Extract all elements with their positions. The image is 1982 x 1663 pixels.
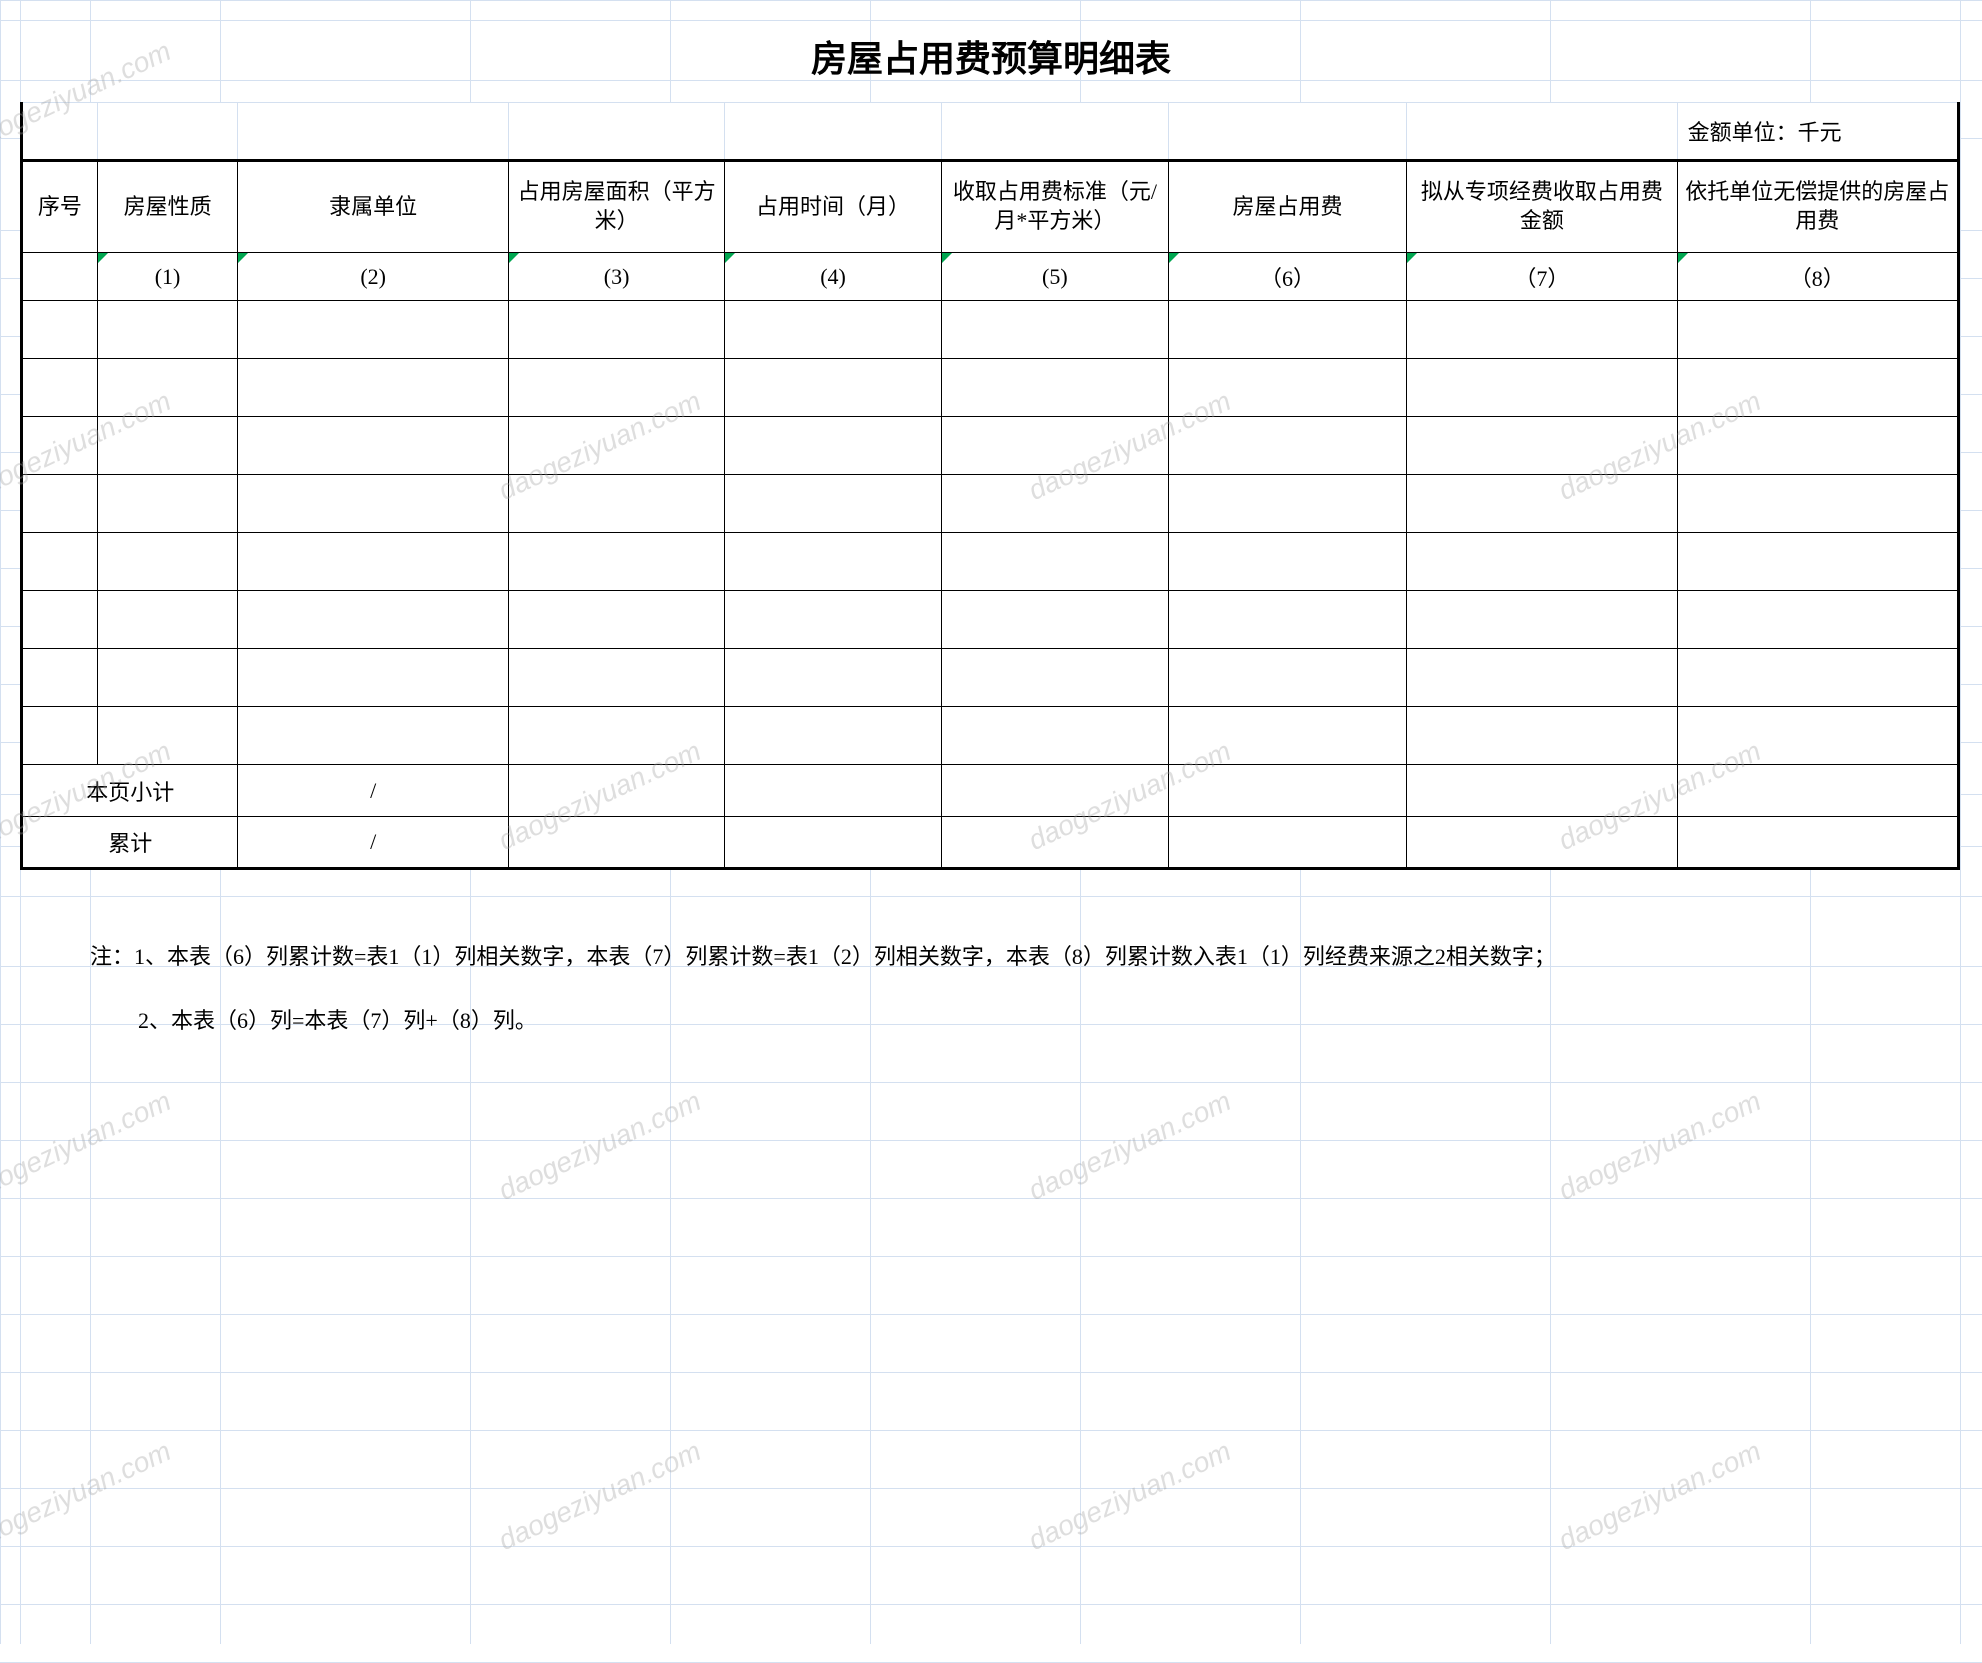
header-special-fund-fee: 拟从专项经费收取占用费金额	[1407, 161, 1678, 253]
colnum-3: (3)	[508, 253, 724, 301]
green-marker-icon	[725, 253, 735, 263]
header-occupancy-fee: 房屋占用费	[1169, 161, 1407, 253]
colnum-7: （7）	[1407, 253, 1678, 301]
green-marker-icon	[1678, 253, 1688, 263]
table-row	[22, 359, 1959, 417]
table-row	[22, 533, 1959, 591]
total-label: 累计	[22, 817, 238, 869]
page-title: 房屋占用费预算明细表	[20, 20, 1962, 102]
header-free-provided-fee: 依托单位无偿提供的房屋占用费	[1677, 161, 1958, 253]
table-row	[22, 417, 1959, 475]
column-number-row: (1) (2) (3) (4) (5) （6） （7） （8）	[22, 253, 1959, 301]
note-line-2: 2、本表（6）列=本表（7）列+（8）列。	[20, 990, 1962, 1048]
colnum-1: (1)	[97, 253, 238, 301]
green-marker-icon	[942, 253, 952, 263]
header-fee-standard: 收取占用费标准（元/月*平方米）	[941, 161, 1168, 253]
green-marker-icon	[238, 253, 248, 263]
header-duration: 占用时间（月）	[725, 161, 941, 253]
subtotal-slash: /	[238, 765, 509, 817]
header-property-type: 房屋性质	[97, 161, 238, 253]
budget-table: 金额单位：千元 序号 房屋性质 隶属单位 占用房屋面积（平方米） 占用时间（月）…	[20, 102, 1960, 870]
header-area: 占用房屋面积（平方米）	[508, 161, 724, 253]
total-row: 累计 /	[22, 817, 1959, 869]
colnum-8: （8）	[1677, 253, 1958, 301]
unit-row: 金额单位：千元	[22, 103, 1959, 161]
subtotal-label: 本页小计	[22, 765, 238, 817]
colnum-5: (5)	[941, 253, 1168, 301]
notes-section: 注：1、本表（6）列累计数=表1（1）列相关数字，本表（7）列累计数=表1（2）…	[0, 870, 1982, 1048]
colnum-4: (4)	[725, 253, 941, 301]
colnum-6: （6）	[1169, 253, 1407, 301]
table-row	[22, 591, 1959, 649]
green-marker-icon	[1407, 253, 1417, 263]
green-marker-icon	[98, 253, 108, 263]
note-line-1: 注：1、本表（6）列累计数=表1（1）列相关数字，本表（7）列累计数=表1（2）…	[20, 920, 1962, 990]
table-row	[22, 301, 1959, 359]
table-row	[22, 707, 1959, 765]
header-affiliated-unit: 隶属单位	[238, 161, 509, 253]
table-row	[22, 475, 1959, 533]
green-marker-icon	[509, 253, 519, 263]
total-slash: /	[238, 817, 509, 869]
header-seq: 序号	[22, 161, 98, 253]
colnum-2: (2)	[238, 253, 509, 301]
subtotal-row: 本页小计 /	[22, 765, 1959, 817]
green-marker-icon	[1169, 253, 1179, 263]
table-row	[22, 649, 1959, 707]
table-header-row: 序号 房屋性质 隶属单位 占用房屋面积（平方米） 占用时间（月） 收取占用费标准…	[22, 161, 1959, 253]
unit-label: 金额单位：千元	[1677, 103, 1958, 161]
